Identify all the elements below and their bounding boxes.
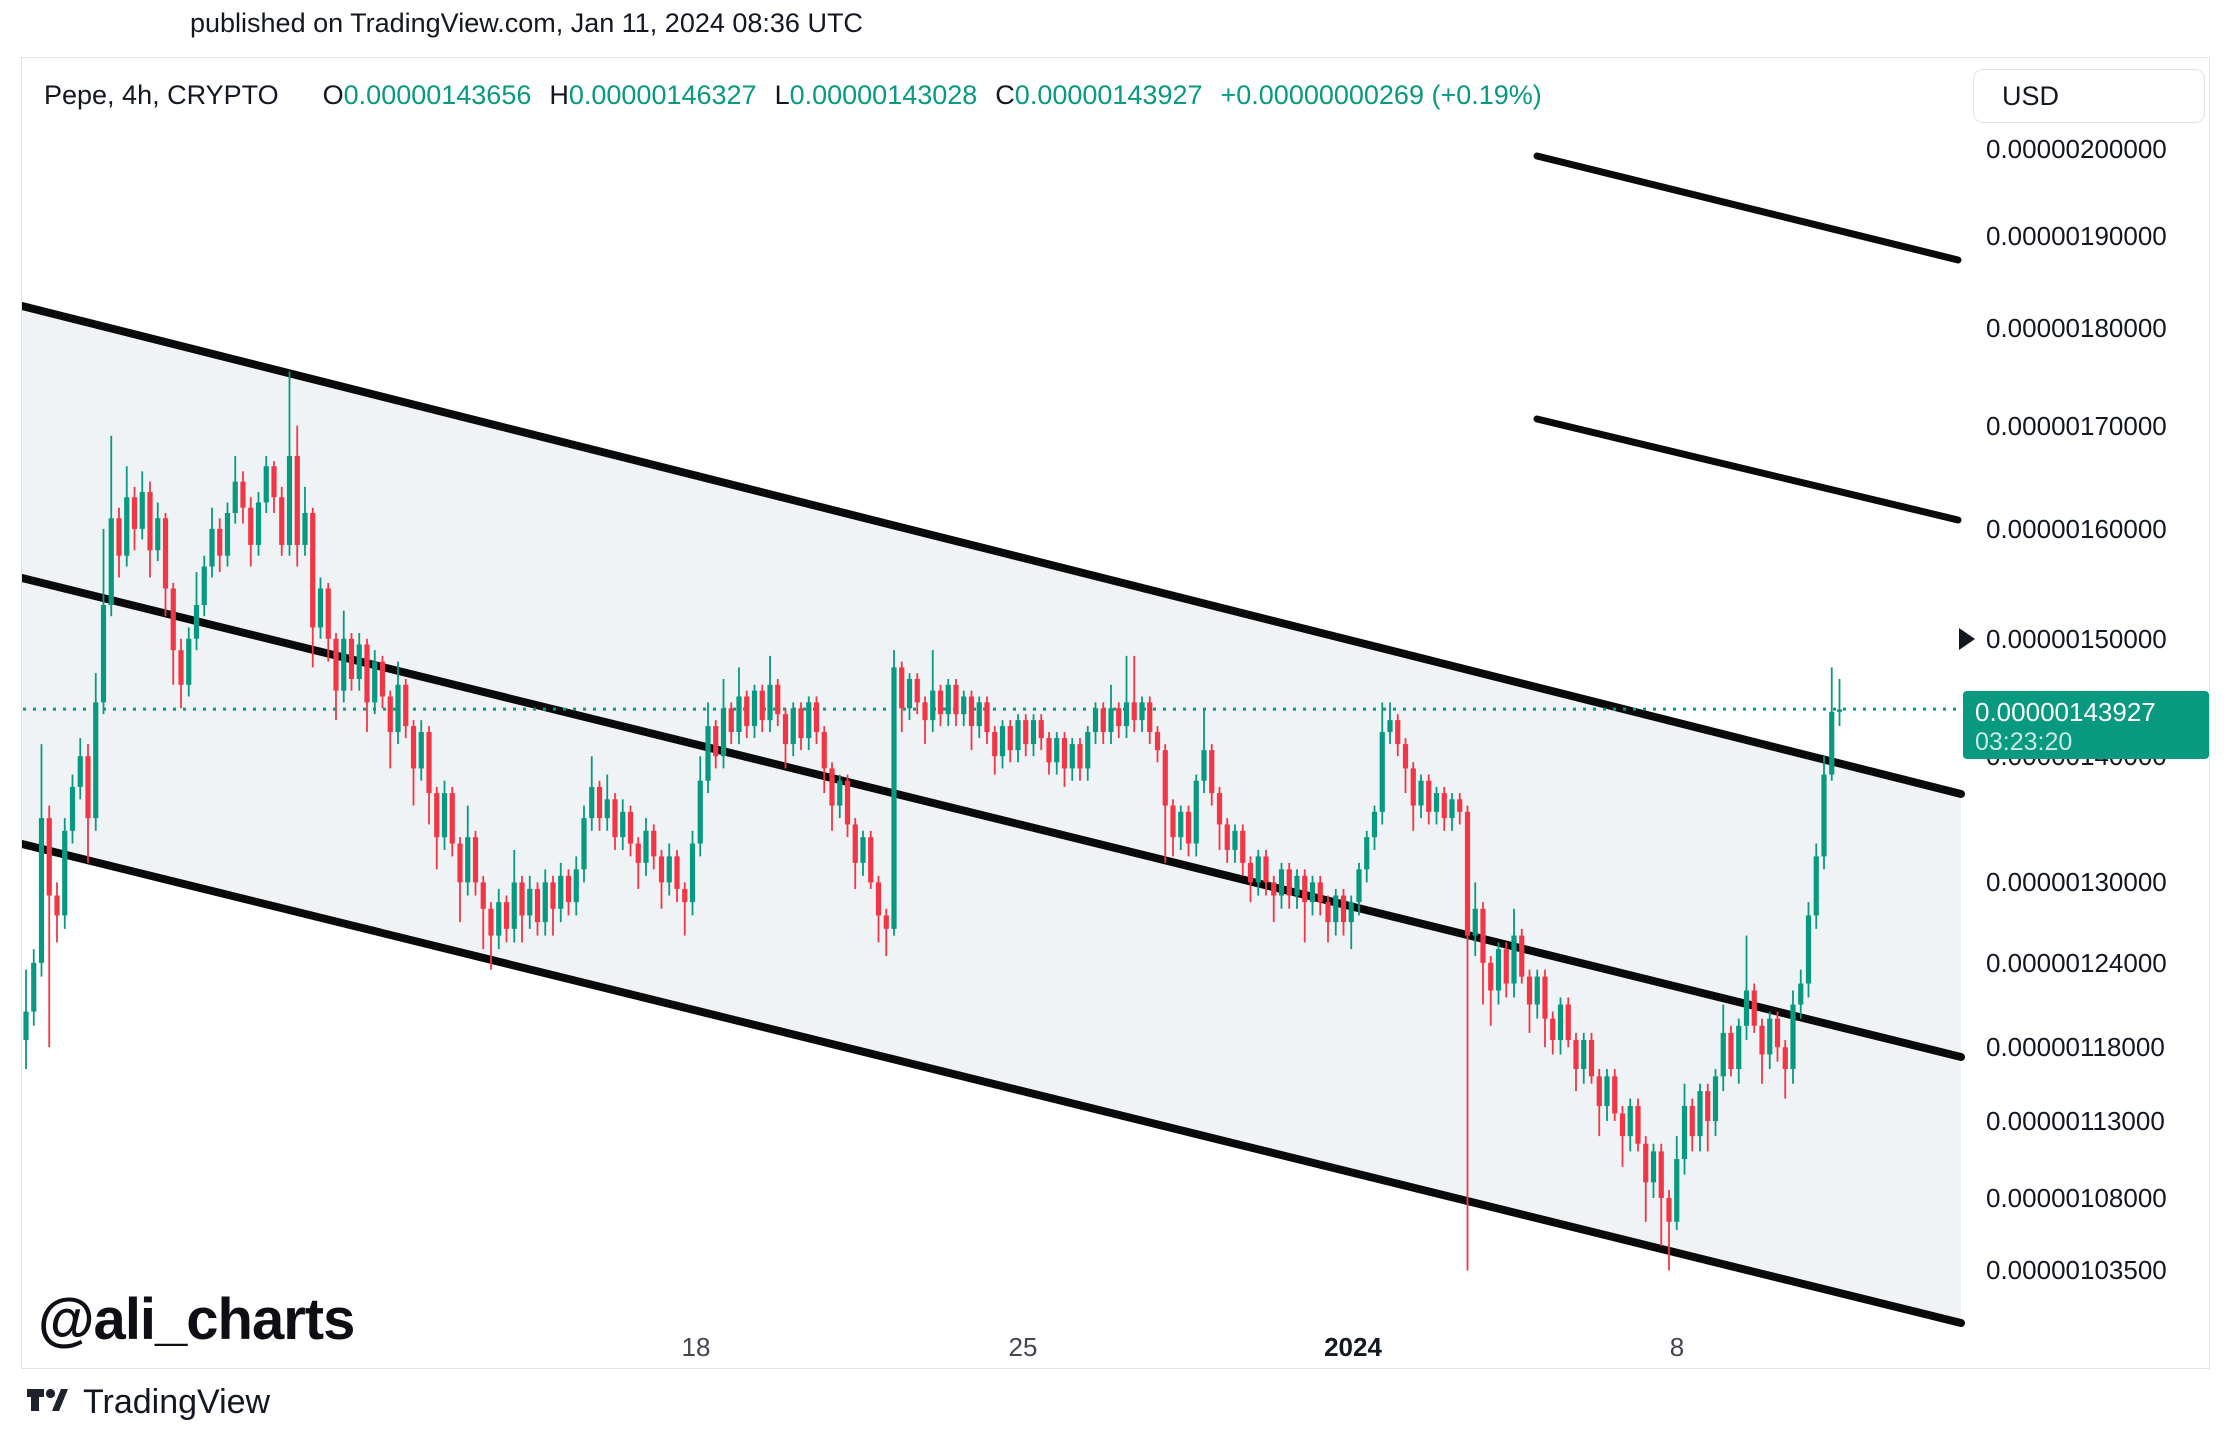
change-value: +0.00000000269 (+0.19%) [1220, 80, 1542, 110]
high-value: 0.00000146327 [568, 80, 757, 110]
low-value: 0.00000143028 [789, 80, 978, 110]
price-tick-label: 0.00000200000 [1986, 134, 2167, 164]
price-tick-label: 0.00000108000 [1986, 1183, 2167, 1214]
tradingview-brand-text[interactable]: TradingView [83, 1383, 271, 1421]
published-caption: published on TradingView.com, Jan 11, 20… [190, 8, 863, 38]
resistance-2-trendline [1533, 415, 1962, 524]
close-label: C [995, 80, 1015, 110]
price-tick-label: 0.00000160000 [1986, 513, 2167, 544]
symbol-header: Pepe, 4h, CRYPTO O0.00000143656 H0.0000014… [44, 80, 1542, 111]
time-tick-label: 8 [1669, 1332, 1685, 1362]
chart-card: Pepe, 4h, CRYPTO O0.00000143656 H0.0000014… [21, 57, 2210, 1369]
close-value: 0.00000143927 [1014, 80, 1203, 110]
channel-upper-trendline [22, 302, 1965, 798]
price-tick-label: 0.00000190000 [1986, 221, 2167, 252]
candlestick-series [23, 371, 1843, 1271]
time-tick-label: 25 [1008, 1332, 1038, 1362]
watermark: @ali_charts [38, 1287, 355, 1352]
bar-countdown: 03:23:20 [1975, 728, 2073, 757]
time-tick-label: 2024 [1324, 1332, 1382, 1362]
symbol-title[interactable]: Pepe, 4h, CRYPTO [44, 80, 279, 110]
price-arrow-marker [1959, 627, 1975, 650]
price-tick-label: 0.00000113000 [1986, 1105, 2165, 1136]
tradingview-logo-icon[interactable] [25, 1386, 69, 1420]
currency-toggle-button[interactable]: USD [1973, 69, 2205, 123]
price-tick-label: 0.00000118000 [1986, 1032, 2165, 1063]
price-tick-label: 0.00000170000 [1986, 410, 2167, 441]
high-label: H [549, 80, 569, 110]
price-tick-label: 0.00000103500 [1986, 1255, 2167, 1286]
price-tick-label: 0.00000124000 [1986, 947, 2167, 978]
footer: TradingView [25, 1383, 270, 1422]
last-price-value: 0.00000143927 [1975, 697, 2156, 728]
last-price-badge: 0.00000143927 03:23:20 [1963, 691, 2209, 760]
open-label: O [322, 80, 344, 110]
low-label: L [774, 80, 790, 110]
price-tick-label: 0.00000130000 [1986, 867, 2167, 898]
resistance-1-trendline [1533, 152, 1962, 264]
channel-lower-trendline [22, 840, 1965, 1327]
price-tick-label: 0.00000150000 [1986, 623, 2167, 654]
chart-canvas[interactable] [22, 58, 2211, 1370]
open-value: 0.00000143656 [343, 80, 532, 110]
time-tick-label: 18 [681, 1332, 711, 1362]
price-tick-label: 0.00000180000 [1986, 313, 2167, 344]
